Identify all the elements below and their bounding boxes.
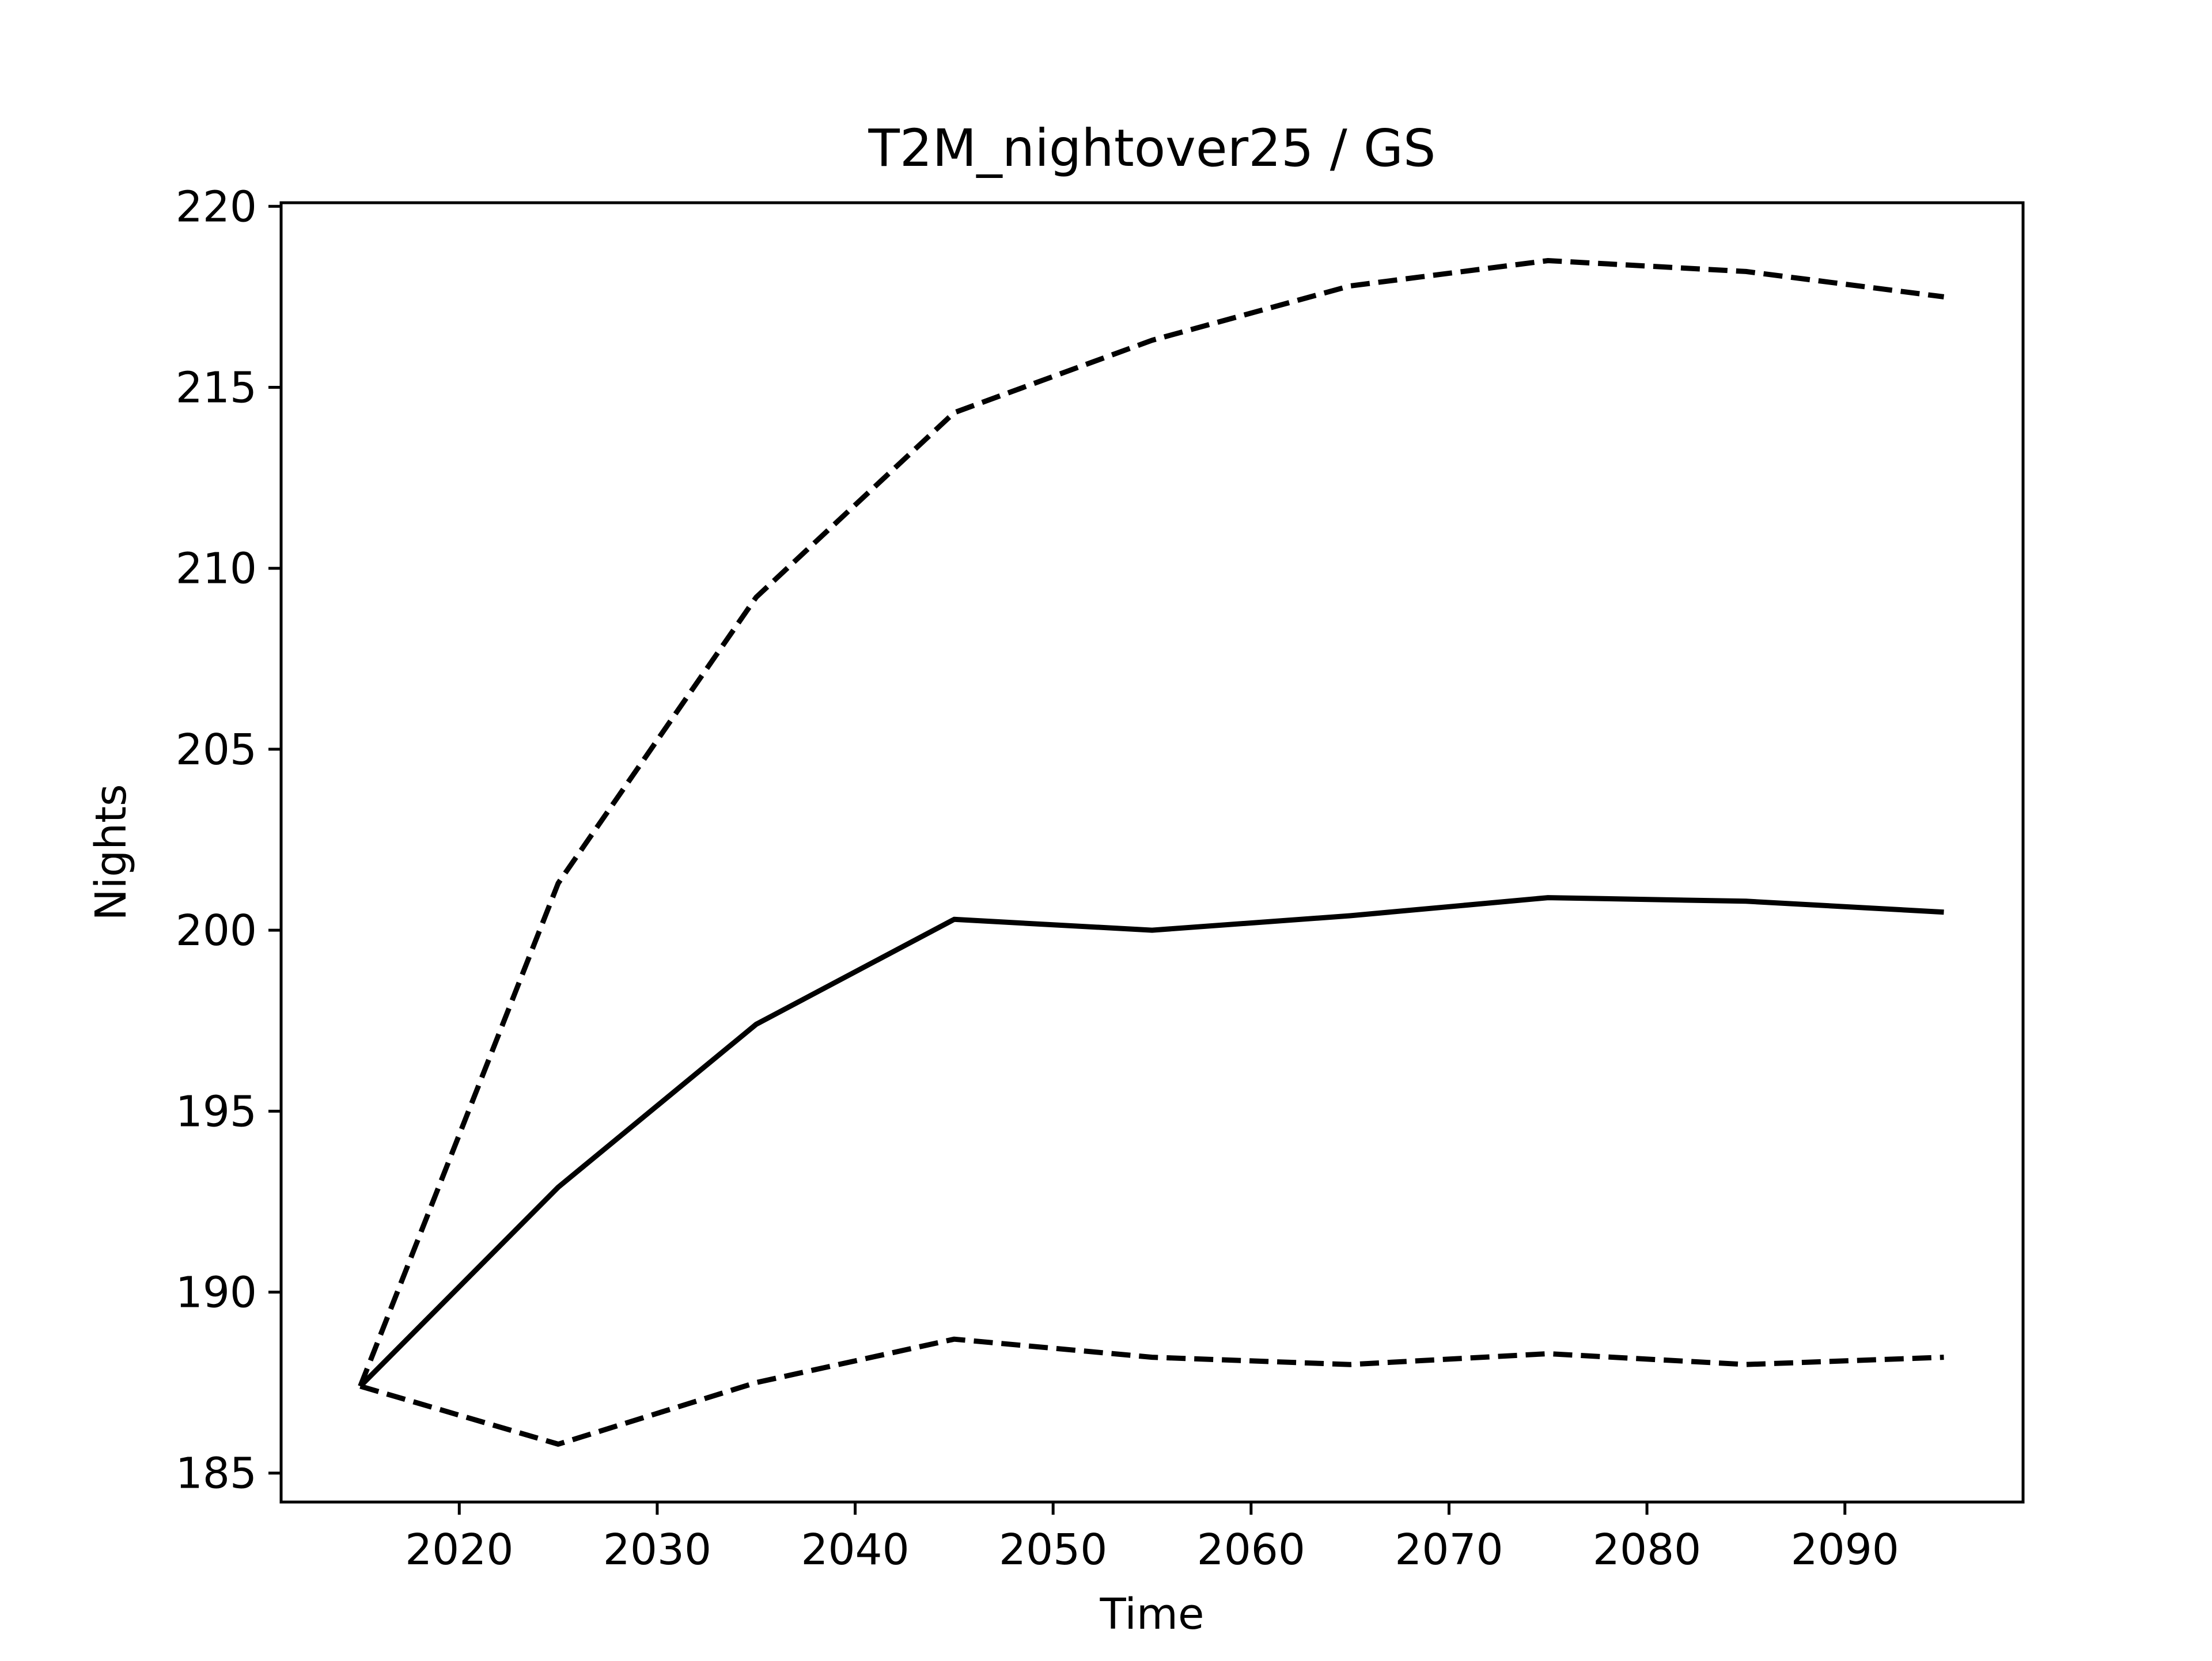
axis-ticks: 2020 2030 2040 2050 2060 2070 2080 2090 185 190 19… bbox=[176, 182, 1899, 1575]
y-tick-label: 200 bbox=[176, 906, 257, 955]
x-axis-label: Time bbox=[1099, 1590, 1204, 1639]
x-tick-label: 2040 bbox=[801, 1525, 909, 1575]
y-axis-label: Nights bbox=[86, 784, 136, 920]
y-tick-label: 195 bbox=[176, 1087, 257, 1136]
y-tick-label: 215 bbox=[176, 363, 257, 412]
x-tick-label: 2050 bbox=[999, 1525, 1107, 1575]
x-tick-label: 2030 bbox=[603, 1525, 711, 1575]
y-tick-label: 190 bbox=[176, 1268, 257, 1318]
plot-frame bbox=[279, 201, 2025, 1504]
median-series-line bbox=[358, 895, 1944, 1389]
y-tick-label: 220 bbox=[176, 182, 257, 232]
x-tick-label: 2060 bbox=[1197, 1525, 1305, 1575]
y-tick-label: 205 bbox=[176, 725, 257, 775]
x-tick-label: 2070 bbox=[1395, 1525, 1503, 1575]
x-tick-label: 2020 bbox=[405, 1525, 513, 1575]
y-tick-label: 210 bbox=[176, 544, 257, 594]
x-tick-label: 2090 bbox=[1791, 1525, 1899, 1575]
plot-area bbox=[358, 258, 1945, 1447]
lower-bound-series-line bbox=[359, 1336, 1944, 1447]
x-tick-label: 2080 bbox=[1593, 1525, 1701, 1575]
y-tick-label: 185 bbox=[176, 1449, 257, 1499]
upper-bound-series-line bbox=[358, 258, 1945, 1387]
chart-title: T2M_nightover25 / GS bbox=[868, 118, 1436, 178]
